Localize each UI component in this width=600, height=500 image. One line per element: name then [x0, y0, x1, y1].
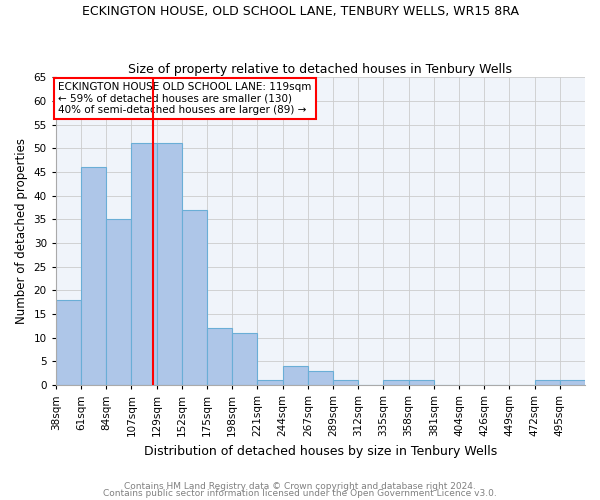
Bar — [207, 328, 232, 385]
Bar — [308, 371, 333, 385]
Bar — [383, 380, 409, 385]
Bar — [409, 380, 434, 385]
Bar — [157, 144, 182, 385]
Bar — [81, 167, 106, 385]
Bar — [560, 380, 585, 385]
Bar — [333, 380, 358, 385]
Title: Size of property relative to detached houses in Tenbury Wells: Size of property relative to detached ho… — [128, 63, 512, 76]
Bar — [106, 219, 131, 385]
Bar — [56, 300, 81, 385]
Text: Contains HM Land Registry data © Crown copyright and database right 2024.: Contains HM Land Registry data © Crown c… — [124, 482, 476, 491]
Text: ECKINGTON HOUSE, OLD SCHOOL LANE, TENBURY WELLS, WR15 8RA: ECKINGTON HOUSE, OLD SCHOOL LANE, TENBUR… — [82, 5, 518, 18]
Bar — [182, 210, 207, 385]
Bar — [257, 380, 283, 385]
Text: ECKINGTON HOUSE OLD SCHOOL LANE: 119sqm
← 59% of detached houses are smaller (13: ECKINGTON HOUSE OLD SCHOOL LANE: 119sqm … — [58, 82, 312, 115]
Bar — [232, 333, 257, 385]
Bar — [535, 380, 560, 385]
Bar — [131, 144, 157, 385]
Bar — [283, 366, 308, 385]
Y-axis label: Number of detached properties: Number of detached properties — [15, 138, 28, 324]
Text: Contains public sector information licensed under the Open Government Licence v3: Contains public sector information licen… — [103, 490, 497, 498]
X-axis label: Distribution of detached houses by size in Tenbury Wells: Distribution of detached houses by size … — [144, 444, 497, 458]
